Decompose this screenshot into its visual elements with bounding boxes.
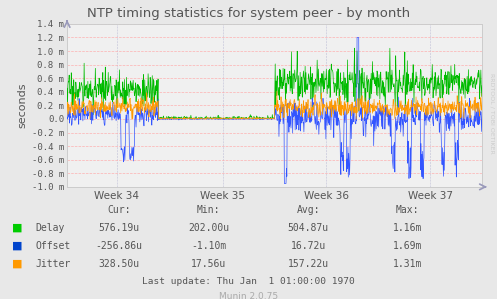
Text: Delay: Delay xyxy=(36,223,65,233)
Text: RRDTOOL / TOBI OETIKER: RRDTOOL / TOBI OETIKER xyxy=(490,73,495,154)
Text: -256.86u: -256.86u xyxy=(96,241,143,251)
Text: ■: ■ xyxy=(12,241,23,251)
Text: 16.72u: 16.72u xyxy=(291,241,326,251)
Text: Munin 2.0.75: Munin 2.0.75 xyxy=(219,292,278,299)
Text: -1.10m: -1.10m xyxy=(191,241,226,251)
Text: Cur:: Cur: xyxy=(107,205,131,215)
Text: Avg:: Avg: xyxy=(296,205,320,215)
Y-axis label: seconds: seconds xyxy=(18,83,28,128)
Text: ■: ■ xyxy=(12,259,23,269)
Text: 1.16m: 1.16m xyxy=(393,223,422,233)
Text: 202.00u: 202.00u xyxy=(188,223,229,233)
Text: 576.19u: 576.19u xyxy=(99,223,140,233)
Text: Last update: Thu Jan  1 01:00:00 1970: Last update: Thu Jan 1 01:00:00 1970 xyxy=(142,277,355,286)
Text: Offset: Offset xyxy=(36,241,71,251)
Text: 157.22u: 157.22u xyxy=(288,259,329,269)
Text: 1.69m: 1.69m xyxy=(393,241,422,251)
Text: 328.50u: 328.50u xyxy=(99,259,140,269)
Text: 17.56u: 17.56u xyxy=(191,259,226,269)
Text: 504.87u: 504.87u xyxy=(288,223,329,233)
Text: ■: ■ xyxy=(12,223,23,233)
Text: Jitter: Jitter xyxy=(36,259,71,269)
Text: Min:: Min: xyxy=(197,205,221,215)
Text: Max:: Max: xyxy=(396,205,419,215)
Text: 1.31m: 1.31m xyxy=(393,259,422,269)
Text: NTP timing statistics for system peer - by month: NTP timing statistics for system peer - … xyxy=(87,7,410,20)
